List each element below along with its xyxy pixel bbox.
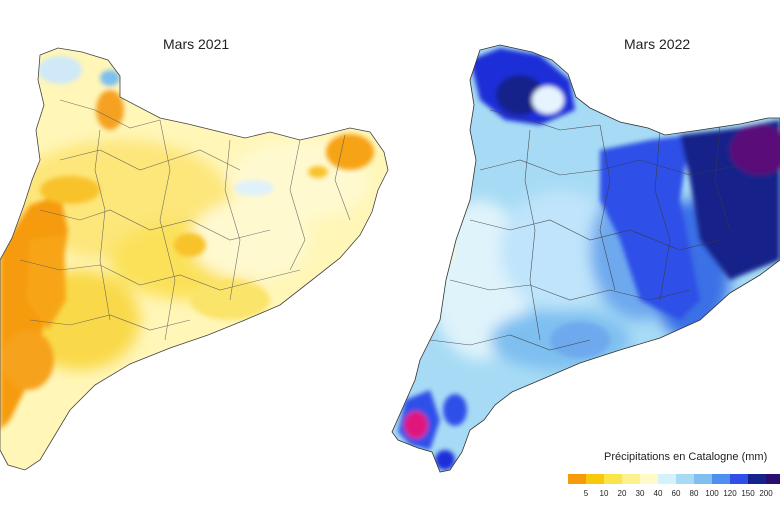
legend-swatch	[568, 474, 586, 484]
legend-swatch	[622, 474, 640, 484]
legend-swatch	[658, 474, 676, 484]
map-title-2021: Mars 2021	[163, 36, 230, 52]
legend-label: 120	[723, 489, 737, 498]
legend-swatch	[586, 474, 604, 484]
legend-swatch	[640, 474, 658, 484]
legend-swatch	[604, 474, 622, 484]
legend-label: 5	[583, 489, 589, 498]
map-2022	[391, 44, 780, 473]
map-title-2022: Mars 2022	[624, 36, 691, 52]
legend-labels: 510203040608010012015020030	[568, 489, 780, 501]
legend-label: 200	[759, 489, 773, 498]
legend-swatch	[676, 474, 694, 484]
legend-label: 40	[653, 489, 663, 498]
map-2021	[0, 47, 389, 471]
legend-label: 80	[689, 489, 699, 498]
legend-swatch	[766, 474, 780, 484]
legend-swatch	[730, 474, 748, 484]
legend-label: 10	[599, 489, 609, 498]
legend-swatch	[712, 474, 730, 484]
legend-color-bar	[568, 474, 780, 484]
legend-title: Précipitations en Catalogne (mm)	[604, 451, 768, 463]
legend-label: 100	[705, 489, 719, 498]
legend-label: 60	[671, 489, 681, 498]
legend-swatch	[694, 474, 712, 484]
legend-label: 150	[741, 489, 755, 498]
legend-swatch	[748, 474, 766, 484]
legend-label: 20	[617, 489, 627, 498]
legend-label: 30	[635, 489, 645, 498]
